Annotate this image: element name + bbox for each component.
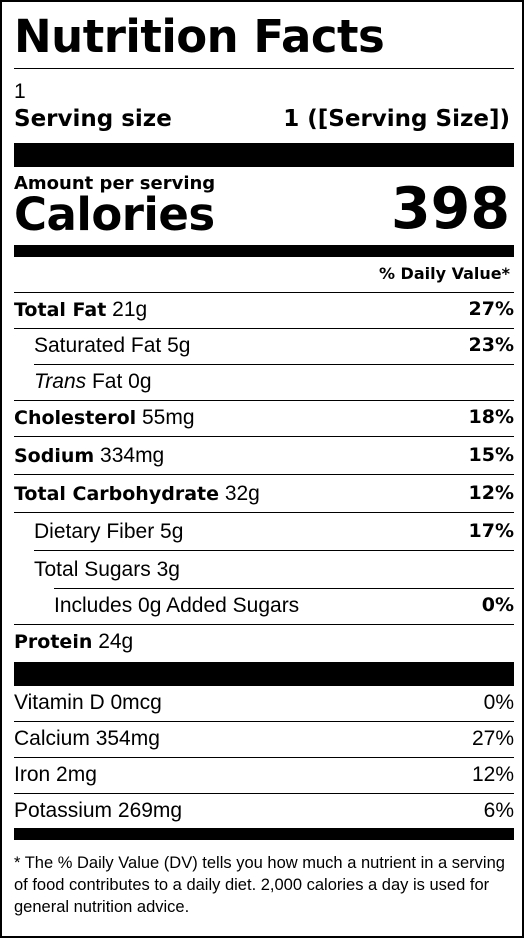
nutrient-row-protein: Protein 24g bbox=[14, 625, 514, 661]
nutrient-dv: 0% bbox=[481, 594, 514, 616]
nutrient-dv: 27% bbox=[468, 298, 514, 320]
vitamin-dv: 0% bbox=[483, 691, 514, 714]
nutrient-name: Total Carbohydrate bbox=[14, 483, 219, 505]
vitamin-amount: 0mcg bbox=[110, 691, 162, 714]
nutrient-name-italic: Trans bbox=[34, 370, 87, 393]
nutrient-name: Protein bbox=[14, 631, 93, 653]
vitamin-row-calcium: Calcium 354mg 27% bbox=[14, 722, 514, 758]
nutrient-dv: 17% bbox=[468, 520, 514, 542]
nutrient-name: Total Sugars bbox=[34, 558, 151, 581]
nutrient-dv: 15% bbox=[468, 444, 514, 466]
vitamin-name: Vitamin D bbox=[14, 691, 105, 714]
nutrient-amount: 5g bbox=[167, 334, 191, 357]
nutrient-name: Cholesterol bbox=[14, 407, 137, 429]
calories-value: 398 bbox=[391, 176, 510, 242]
thick-divider bbox=[14, 143, 514, 167]
medium-divider bbox=[14, 828, 514, 840]
vitamin-amount: 269mg bbox=[117, 799, 183, 822]
calories-label: Calories bbox=[14, 188, 215, 241]
daily-value-header: % Daily Value* bbox=[378, 264, 510, 283]
thick-divider bbox=[14, 662, 514, 686]
nutrient-name: Fat bbox=[91, 370, 123, 393]
vitamin-amount: 354mg bbox=[95, 727, 160, 750]
divider bbox=[14, 292, 514, 293]
nutrient-amount: 334mg bbox=[100, 444, 165, 467]
nutrient-row-saturated-fat: Saturated Fat 5g 23% bbox=[14, 329, 514, 365]
serving-size-label: Serving size bbox=[14, 106, 172, 132]
nutrient-row-total-sugars: Total Sugars 3g bbox=[14, 553, 514, 589]
vitamin-dv: 6% bbox=[483, 799, 514, 822]
nutrient-row-trans-fat: Trans Fat 0g bbox=[14, 365, 514, 401]
nutrient-amount: 32g bbox=[224, 482, 260, 505]
servings-per-container: 1 bbox=[14, 80, 26, 103]
vitamin-dv: 12% bbox=[471, 763, 514, 786]
nutrient-amount: 5g bbox=[160, 520, 184, 543]
nutrient-row-cholesterol: Cholesterol 55mg 18% bbox=[14, 401, 514, 437]
vitamin-row-vitamin-d: Vitamin D 0mcg 0% bbox=[14, 686, 514, 722]
nutrient-amount: 0g bbox=[128, 370, 152, 393]
vitamin-row-iron: Iron 2mg 12% bbox=[14, 758, 514, 794]
vitamin-name: Potassium bbox=[14, 799, 113, 822]
medium-divider bbox=[14, 245, 514, 257]
vitamin-row-potassium: Potassium 269mg 6% bbox=[14, 794, 514, 830]
nutrient-amount: 24g bbox=[98, 630, 134, 653]
vitamin-name: Calcium bbox=[14, 727, 90, 750]
nutrient-name: Saturated Fat bbox=[34, 334, 162, 357]
divider bbox=[14, 68, 514, 69]
nutrient-row-dietary-fiber: Dietary Fiber 5g 17% bbox=[14, 515, 514, 551]
nutrient-row-sodium: Sodium 334mg 15% bbox=[14, 439, 514, 475]
nutrient-row-total-carbohydrate: Total Carbohydrate 32g 12% bbox=[14, 477, 514, 513]
vitamin-amount: 2mg bbox=[56, 763, 97, 786]
nutrient-row-added-sugars: Includes 0g Added Sugars 0% bbox=[14, 589, 514, 625]
nutrient-dv: 18% bbox=[468, 406, 514, 428]
vitamin-dv: 27% bbox=[471, 727, 514, 750]
nutrient-dv: 23% bbox=[468, 334, 514, 356]
vitamin-name: Iron bbox=[14, 763, 51, 786]
nutrient-name: Dietary Fiber bbox=[34, 520, 155, 543]
nutrient-amount: 55mg bbox=[141, 406, 195, 429]
nutrient-amount: 3g bbox=[156, 558, 180, 581]
serving-size-value: 1 ([Serving Size]) bbox=[283, 106, 510, 132]
nutrient-name: Includes 0g Added Sugars bbox=[54, 594, 300, 617]
nutrient-name: Sodium bbox=[14, 445, 95, 467]
amount-per-serving: Amount per serving bbox=[14, 173, 216, 194]
daily-value-footnote: * The % Daily Value (DV) tells you how m… bbox=[14, 854, 505, 916]
nutrient-name: Total Fat bbox=[14, 299, 107, 321]
nutrient-row-total-fat: Total Fat 21g 27% bbox=[14, 293, 514, 329]
nutrient-dv: 12% bbox=[468, 482, 514, 504]
label-title: Nutrition Facts bbox=[14, 10, 385, 63]
nutrient-amount: 21g bbox=[112, 298, 148, 321]
